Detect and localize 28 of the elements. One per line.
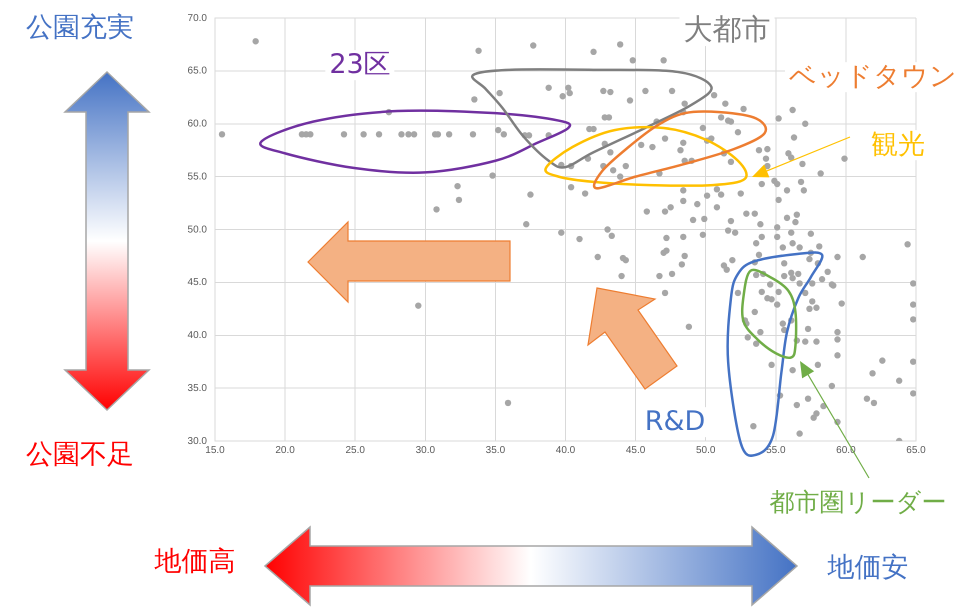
text: 地価高 [154,546,236,578]
text: 都市圏リーダー [770,487,946,516]
text: 地価安 [828,552,908,584]
x-tick-label: 15.0 [205,444,226,456]
y-tick-label: 65.0 [188,66,208,77]
y-tick-label: 55.0 [188,171,208,182]
annotation: 23区 [325,49,395,80]
y-tick-label: 35.0 [188,382,208,394]
x-tick-label: 35.0 [486,444,506,456]
annotation: ベッドタウン [785,61,961,92]
annotation: 大都市 [680,12,774,46]
y-tick-label: 70.0 [188,12,208,24]
y-tick-label: 45.0 [188,277,208,288]
x-tick-label: 20.0 [275,444,296,456]
x-tick-label: 50.0 [696,444,716,456]
x-tick-label: 65.0 [906,444,926,456]
x-tick-label: 40.0 [556,444,576,456]
x-tick-label: 45.0 [626,444,646,456]
y-tick-label: 50.0 [188,224,208,236]
y-tick-label: 30.0 [188,436,208,447]
y-tick-label: 40.0 [188,330,208,341]
annotation: R&D [640,406,710,438]
x-tick-label: 25.0 [345,444,366,456]
y-tick-label: 60.0 [188,118,208,130]
text: 公園不足 [26,439,134,470]
x-tick-label: 30.0 [416,444,436,456]
text: 公園充実 [26,12,134,44]
annotation: 観光 [867,129,929,160]
